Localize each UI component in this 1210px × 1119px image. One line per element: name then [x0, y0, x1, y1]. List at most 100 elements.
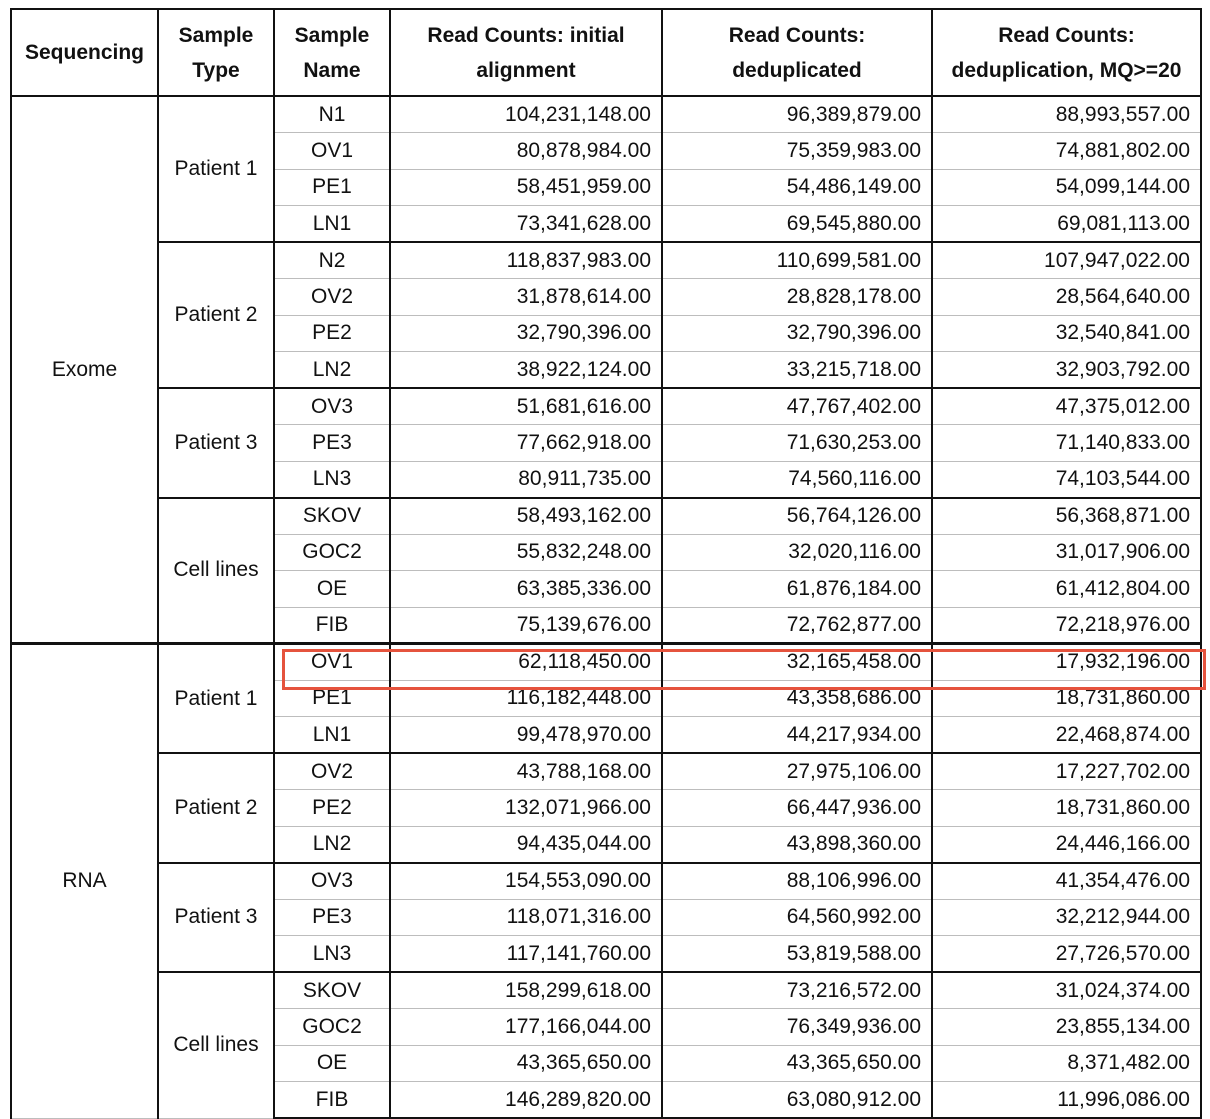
initial-alignment-cell[interactable]: 94,435,044.00 [389, 825, 663, 863]
sample-name-cell[interactable]: FIB [273, 606, 391, 644]
dedup-mq20-cell[interactable]: 28,564,640.00 [931, 278, 1202, 316]
initial-alignment-cell[interactable]: 80,878,984.00 [389, 132, 663, 170]
deduplicated-cell[interactable]: 32,165,458.00 [661, 642, 933, 681]
initial-alignment-cell[interactable]: 99,478,970.00 [389, 716, 663, 754]
dedup-mq20-cell[interactable]: 56,368,871.00 [931, 496, 1202, 535]
dedup-mq20-cell[interactable]: 88,993,557.00 [931, 95, 1202, 133]
sample-name-cell[interactable]: LN1 [273, 205, 391, 243]
initial-alignment-cell[interactable]: 177,166,044.00 [389, 1008, 663, 1046]
initial-alignment-cell[interactable]: 58,493,162.00 [389, 496, 663, 535]
deduplicated-cell[interactable]: 71,630,253.00 [661, 424, 933, 462]
sample-name-cell[interactable]: N2 [273, 241, 391, 279]
sample-name-cell[interactable]: OV1 [273, 132, 391, 170]
sample-name-cell[interactable]: PE2 [273, 314, 391, 352]
dedup-mq20-cell[interactable]: 107,947,022.00 [931, 241, 1202, 279]
initial-alignment-cell[interactable]: 104,231,148.00 [389, 95, 663, 133]
initial-alignment-cell[interactable]: 146,289,820.00 [389, 1081, 663, 1119]
sample-type-cell[interactable]: Cell lines [157, 496, 275, 644]
deduplicated-cell[interactable]: 27,975,106.00 [661, 752, 933, 790]
sample-name-cell[interactable]: PE1 [273, 168, 391, 206]
initial-alignment-cell[interactable]: 118,071,316.00 [389, 898, 663, 936]
dedup-mq20-cell[interactable]: 71,140,833.00 [931, 424, 1202, 462]
dedup-mq20-cell[interactable]: 18,731,860.00 [931, 679, 1202, 717]
sample-type-cell[interactable]: Patient 3 [157, 387, 275, 498]
deduplicated-cell[interactable]: 74,560,116.00 [661, 460, 933, 498]
deduplicated-cell[interactable]: 76,349,936.00 [661, 1008, 933, 1046]
header-deduplication-mq20[interactable]: Read Counts: deduplication, MQ>=20 [931, 8, 1202, 97]
sample-name-cell[interactable]: PE2 [273, 789, 391, 827]
deduplicated-cell[interactable]: 88,106,996.00 [661, 861, 933, 900]
initial-alignment-cell[interactable]: 132,071,966.00 [389, 789, 663, 827]
initial-alignment-cell[interactable]: 38,922,124.00 [389, 351, 663, 389]
dedup-mq20-cell[interactable]: 47,375,012.00 [931, 387, 1202, 425]
sample-name-cell[interactable]: OV3 [273, 861, 391, 900]
dedup-mq20-cell[interactable]: 74,103,544.00 [931, 460, 1202, 498]
initial-alignment-cell[interactable]: 43,365,650.00 [389, 1044, 663, 1082]
initial-alignment-cell[interactable]: 158,299,618.00 [389, 971, 663, 1009]
sample-name-cell[interactable]: OV1 [273, 642, 391, 681]
deduplicated-cell[interactable]: 61,876,184.00 [661, 570, 933, 608]
initial-alignment-cell[interactable]: 58,451,959.00 [389, 168, 663, 206]
sample-name-cell[interactable]: SKOV [273, 496, 391, 535]
dedup-mq20-cell[interactable]: 11,996,086.00 [931, 1081, 1202, 1119]
initial-alignment-cell[interactable]: 31,878,614.00 [389, 278, 663, 316]
dedup-mq20-cell[interactable]: 18,731,860.00 [931, 789, 1202, 827]
sample-type-cell[interactable]: Patient 3 [157, 861, 275, 973]
dedup-mq20-cell[interactable]: 41,354,476.00 [931, 861, 1202, 900]
deduplicated-cell[interactable]: 32,020,116.00 [661, 533, 933, 571]
dedup-mq20-cell[interactable]: 17,227,702.00 [931, 752, 1202, 790]
sample-name-cell[interactable]: OE [273, 570, 391, 608]
header-deduplicated[interactable]: Read Counts: deduplicated [661, 8, 933, 97]
initial-alignment-cell[interactable]: 63,385,336.00 [389, 570, 663, 608]
sample-type-cell[interactable]: Cell lines [157, 971, 275, 1119]
initial-alignment-cell[interactable]: 154,553,090.00 [389, 861, 663, 900]
initial-alignment-cell[interactable]: 117,141,760.00 [389, 935, 663, 973]
deduplicated-cell[interactable]: 33,215,718.00 [661, 351, 933, 389]
dedup-mq20-cell[interactable]: 24,446,166.00 [931, 825, 1202, 863]
dedup-mq20-cell[interactable]: 61,412,804.00 [931, 570, 1202, 608]
sample-name-cell[interactable]: SKOV [273, 971, 391, 1009]
deduplicated-cell[interactable]: 54,486,149.00 [661, 168, 933, 206]
sample-type-cell[interactable]: Patient 2 [157, 241, 275, 389]
sample-name-cell[interactable]: LN1 [273, 716, 391, 754]
sample-name-cell[interactable]: LN2 [273, 825, 391, 863]
dedup-mq20-cell[interactable]: 72,218,976.00 [931, 606, 1202, 644]
deduplicated-cell[interactable]: 64,560,992.00 [661, 898, 933, 936]
initial-alignment-cell[interactable]: 55,832,248.00 [389, 533, 663, 571]
dedup-mq20-cell[interactable]: 74,881,802.00 [931, 132, 1202, 170]
deduplicated-cell[interactable]: 56,764,126.00 [661, 496, 933, 535]
sample-name-cell[interactable]: OV2 [273, 278, 391, 316]
dedup-mq20-cell[interactable]: 32,540,841.00 [931, 314, 1202, 352]
sample-name-cell[interactable]: LN3 [273, 935, 391, 973]
dedup-mq20-cell[interactable]: 23,855,134.00 [931, 1008, 1202, 1046]
header-sample-type[interactable]: Sample Type [157, 8, 275, 97]
deduplicated-cell[interactable]: 47,767,402.00 [661, 387, 933, 425]
initial-alignment-cell[interactable]: 73,341,628.00 [389, 205, 663, 243]
sample-type-cell[interactable]: Patient 1 [157, 642, 275, 754]
deduplicated-cell[interactable]: 69,545,880.00 [661, 205, 933, 243]
initial-alignment-cell[interactable]: 118,837,983.00 [389, 241, 663, 279]
initial-alignment-cell[interactable]: 43,788,168.00 [389, 752, 663, 790]
dedup-mq20-cell[interactable]: 27,726,570.00 [931, 935, 1202, 973]
deduplicated-cell[interactable]: 75,359,983.00 [661, 132, 933, 170]
sample-name-cell[interactable]: PE3 [273, 424, 391, 462]
sample-name-cell[interactable]: N1 [273, 95, 391, 133]
dedup-mq20-cell[interactable]: 31,024,374.00 [931, 971, 1202, 1009]
header-initial-alignment[interactable]: Read Counts: initial alignment [389, 8, 663, 97]
dedup-mq20-cell[interactable]: 31,017,906.00 [931, 533, 1202, 571]
initial-alignment-cell[interactable]: 80,911,735.00 [389, 460, 663, 498]
sample-name-cell[interactable]: GOC2 [273, 1008, 391, 1046]
initial-alignment-cell[interactable]: 32,790,396.00 [389, 314, 663, 352]
sample-type-cell[interactable]: Patient 2 [157, 752, 275, 863]
header-sample-name[interactable]: Sample Name [273, 8, 391, 97]
header-sequencing[interactable]: Sequencing [10, 8, 159, 97]
deduplicated-cell[interactable]: 73,216,572.00 [661, 971, 933, 1009]
deduplicated-cell[interactable]: 110,699,581.00 [661, 241, 933, 279]
sample-name-cell[interactable]: PE1 [273, 679, 391, 717]
initial-alignment-cell[interactable]: 77,662,918.00 [389, 424, 663, 462]
deduplicated-cell[interactable]: 63,080,912.00 [661, 1081, 933, 1119]
sample-name-cell[interactable]: OE [273, 1044, 391, 1082]
dedup-mq20-cell[interactable]: 22,468,874.00 [931, 716, 1202, 754]
initial-alignment-cell[interactable]: 116,182,448.00 [389, 679, 663, 717]
sample-name-cell[interactable]: FIB [273, 1081, 391, 1119]
